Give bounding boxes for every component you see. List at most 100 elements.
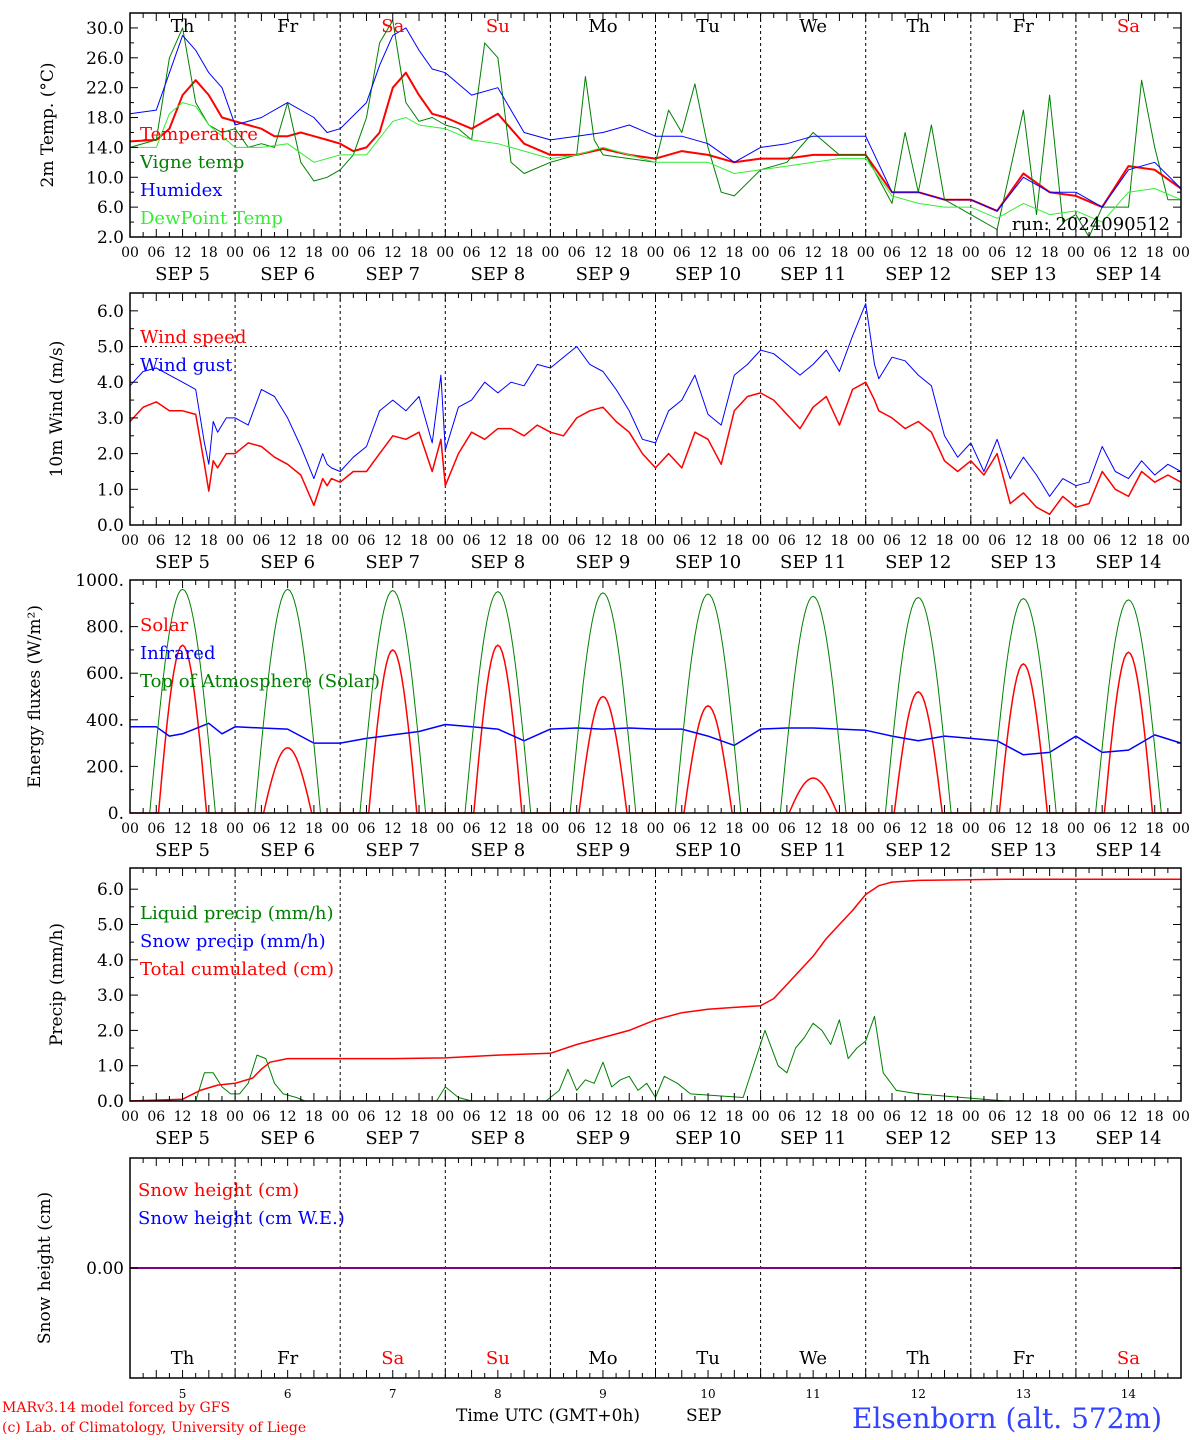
- hour-label: 18: [1146, 1109, 1164, 1125]
- y-tick-label: 22.0: [86, 79, 124, 99]
- hour-label: 00: [1067, 821, 1085, 837]
- hour-label: 12: [594, 821, 612, 837]
- hour-label: 00: [962, 821, 980, 837]
- hour-label: 06: [147, 1109, 165, 1125]
- hour-label: 12: [804, 245, 822, 261]
- hour-label: 18: [410, 1109, 428, 1125]
- date-label: SEP 9: [576, 552, 631, 573]
- date-label: SEP 11: [780, 552, 846, 573]
- hour-label: 12: [594, 1109, 612, 1125]
- hour-label: 06: [358, 533, 376, 549]
- hour-label: 12: [174, 245, 192, 261]
- day-number-label: 11: [806, 1387, 821, 1401]
- weekday-label: Fr: [1013, 1348, 1034, 1369]
- hour-label: 18: [305, 821, 323, 837]
- hour-label: 12: [1014, 1109, 1032, 1125]
- hour-label: 18: [725, 245, 743, 261]
- date-label: SEP 7: [365, 1128, 420, 1149]
- series-line: [129, 27, 1182, 212]
- hour-label: 18: [200, 245, 218, 261]
- hour-label: 06: [778, 821, 796, 837]
- hour-label: 12: [909, 533, 927, 549]
- y-tick-label: 14.0: [86, 138, 124, 158]
- hour-label: 12: [489, 1109, 507, 1125]
- hour-label: 00: [647, 1109, 665, 1125]
- hour-label: 12: [489, 821, 507, 837]
- hour-label: 12: [1014, 245, 1032, 261]
- hour-label: 00: [647, 821, 665, 837]
- date-label: SEP 14: [1095, 264, 1161, 285]
- day-number-label: 6: [284, 1387, 292, 1401]
- hour-label: 00: [752, 533, 770, 549]
- hour-label: 12: [804, 1109, 822, 1125]
- date-label: SEP 8: [470, 1128, 525, 1149]
- panel-energy: 0. 200. 400. 600. 800. 1000. Energy fluxes (W/…: [25, 571, 1190, 861]
- date-label: SEP 6: [260, 1128, 315, 1149]
- hour-label: 18: [515, 533, 533, 549]
- legend-entry: Snow precip (mm/h): [140, 931, 326, 952]
- hour-label: 18: [1041, 245, 1059, 261]
- weekday-label: Mo: [588, 1348, 617, 1369]
- series-line: [129, 20, 1181, 238]
- hour-label: 00: [541, 533, 559, 549]
- hour-label: 00: [962, 533, 980, 549]
- hour-label: 18: [620, 1109, 638, 1125]
- hour-label: 00: [121, 1109, 139, 1125]
- hour-label: 00: [647, 533, 665, 549]
- hour-label: 06: [673, 821, 691, 837]
- hour-label: 06: [673, 245, 691, 261]
- hour-label: 06: [673, 1109, 691, 1125]
- hour-label: 00: [857, 1109, 875, 1125]
- hour-label: 18: [1041, 821, 1059, 837]
- hour-label: 12: [279, 821, 297, 837]
- hour-label: 12: [1120, 245, 1138, 261]
- date-label: SEP 10: [675, 840, 741, 861]
- series-line: [130, 1015, 1181, 1102]
- hour-label: 06: [1093, 1109, 1111, 1125]
- hour-label: 00: [1172, 1109, 1190, 1125]
- hour-label: 18: [936, 821, 954, 837]
- hour-label: 18: [1146, 245, 1164, 261]
- hour-label: 18: [725, 533, 743, 549]
- hour-label: 12: [1120, 1109, 1138, 1125]
- hour-label: 06: [252, 1109, 270, 1125]
- date-label: SEP 10: [675, 264, 741, 285]
- hour-label: 18: [200, 533, 218, 549]
- hour-label: 06: [1093, 245, 1111, 261]
- hour-label: 12: [384, 245, 402, 261]
- hour-label: 18: [831, 821, 849, 837]
- hour-label: 00: [962, 1109, 980, 1125]
- hour-label: 00: [752, 1109, 770, 1125]
- date-label: SEP 10: [675, 1128, 741, 1149]
- legend-entry: Wind gust: [140, 355, 233, 376]
- weekday-label: We: [799, 16, 827, 37]
- date-label: SEP 6: [260, 264, 315, 285]
- hour-label: 18: [305, 533, 323, 549]
- legend-entry: Vigne temp: [139, 152, 244, 173]
- panel-precip: 0.0 1.0 2.0 3.0 4.0 5.0 6.0 Precip (mm/h) Liquid…: [47, 867, 1190, 1149]
- legend-entry: Wind speed: [140, 327, 246, 348]
- hour-label: 12: [1014, 821, 1032, 837]
- hour-label: 18: [1146, 533, 1164, 549]
- y-tick-label: 1000.: [75, 571, 124, 591]
- hour-label: 12: [489, 245, 507, 261]
- hour-label: 00: [121, 245, 139, 261]
- y-tick-label: 26.0: [86, 49, 124, 69]
- hour-label: 00: [1067, 533, 1085, 549]
- weekday-label: Th: [171, 1348, 195, 1369]
- date-label: SEP 7: [365, 552, 420, 573]
- hour-label: 12: [804, 533, 822, 549]
- legend-entry: Snow height (cm): [138, 1180, 299, 1201]
- hour-label: 00: [331, 533, 349, 549]
- hour-label: 12: [1120, 533, 1138, 549]
- y-tick-label: 600.: [86, 664, 124, 684]
- series-line: [129, 303, 1182, 497]
- y-axis-label: 2m Temp. (°C): [38, 62, 58, 187]
- hour-label: 18: [1041, 533, 1059, 549]
- hour-label: 18: [515, 821, 533, 837]
- hour-label: 12: [699, 1109, 717, 1125]
- panel-wind: 0.0 1.0 2.0 3.0 4.0 5.0 6.0 10m Wind (m/s) Wind …: [47, 292, 1190, 573]
- date-label: SEP 12: [885, 1128, 951, 1149]
- hour-label: 06: [568, 821, 586, 837]
- date-label: SEP 6: [260, 552, 315, 573]
